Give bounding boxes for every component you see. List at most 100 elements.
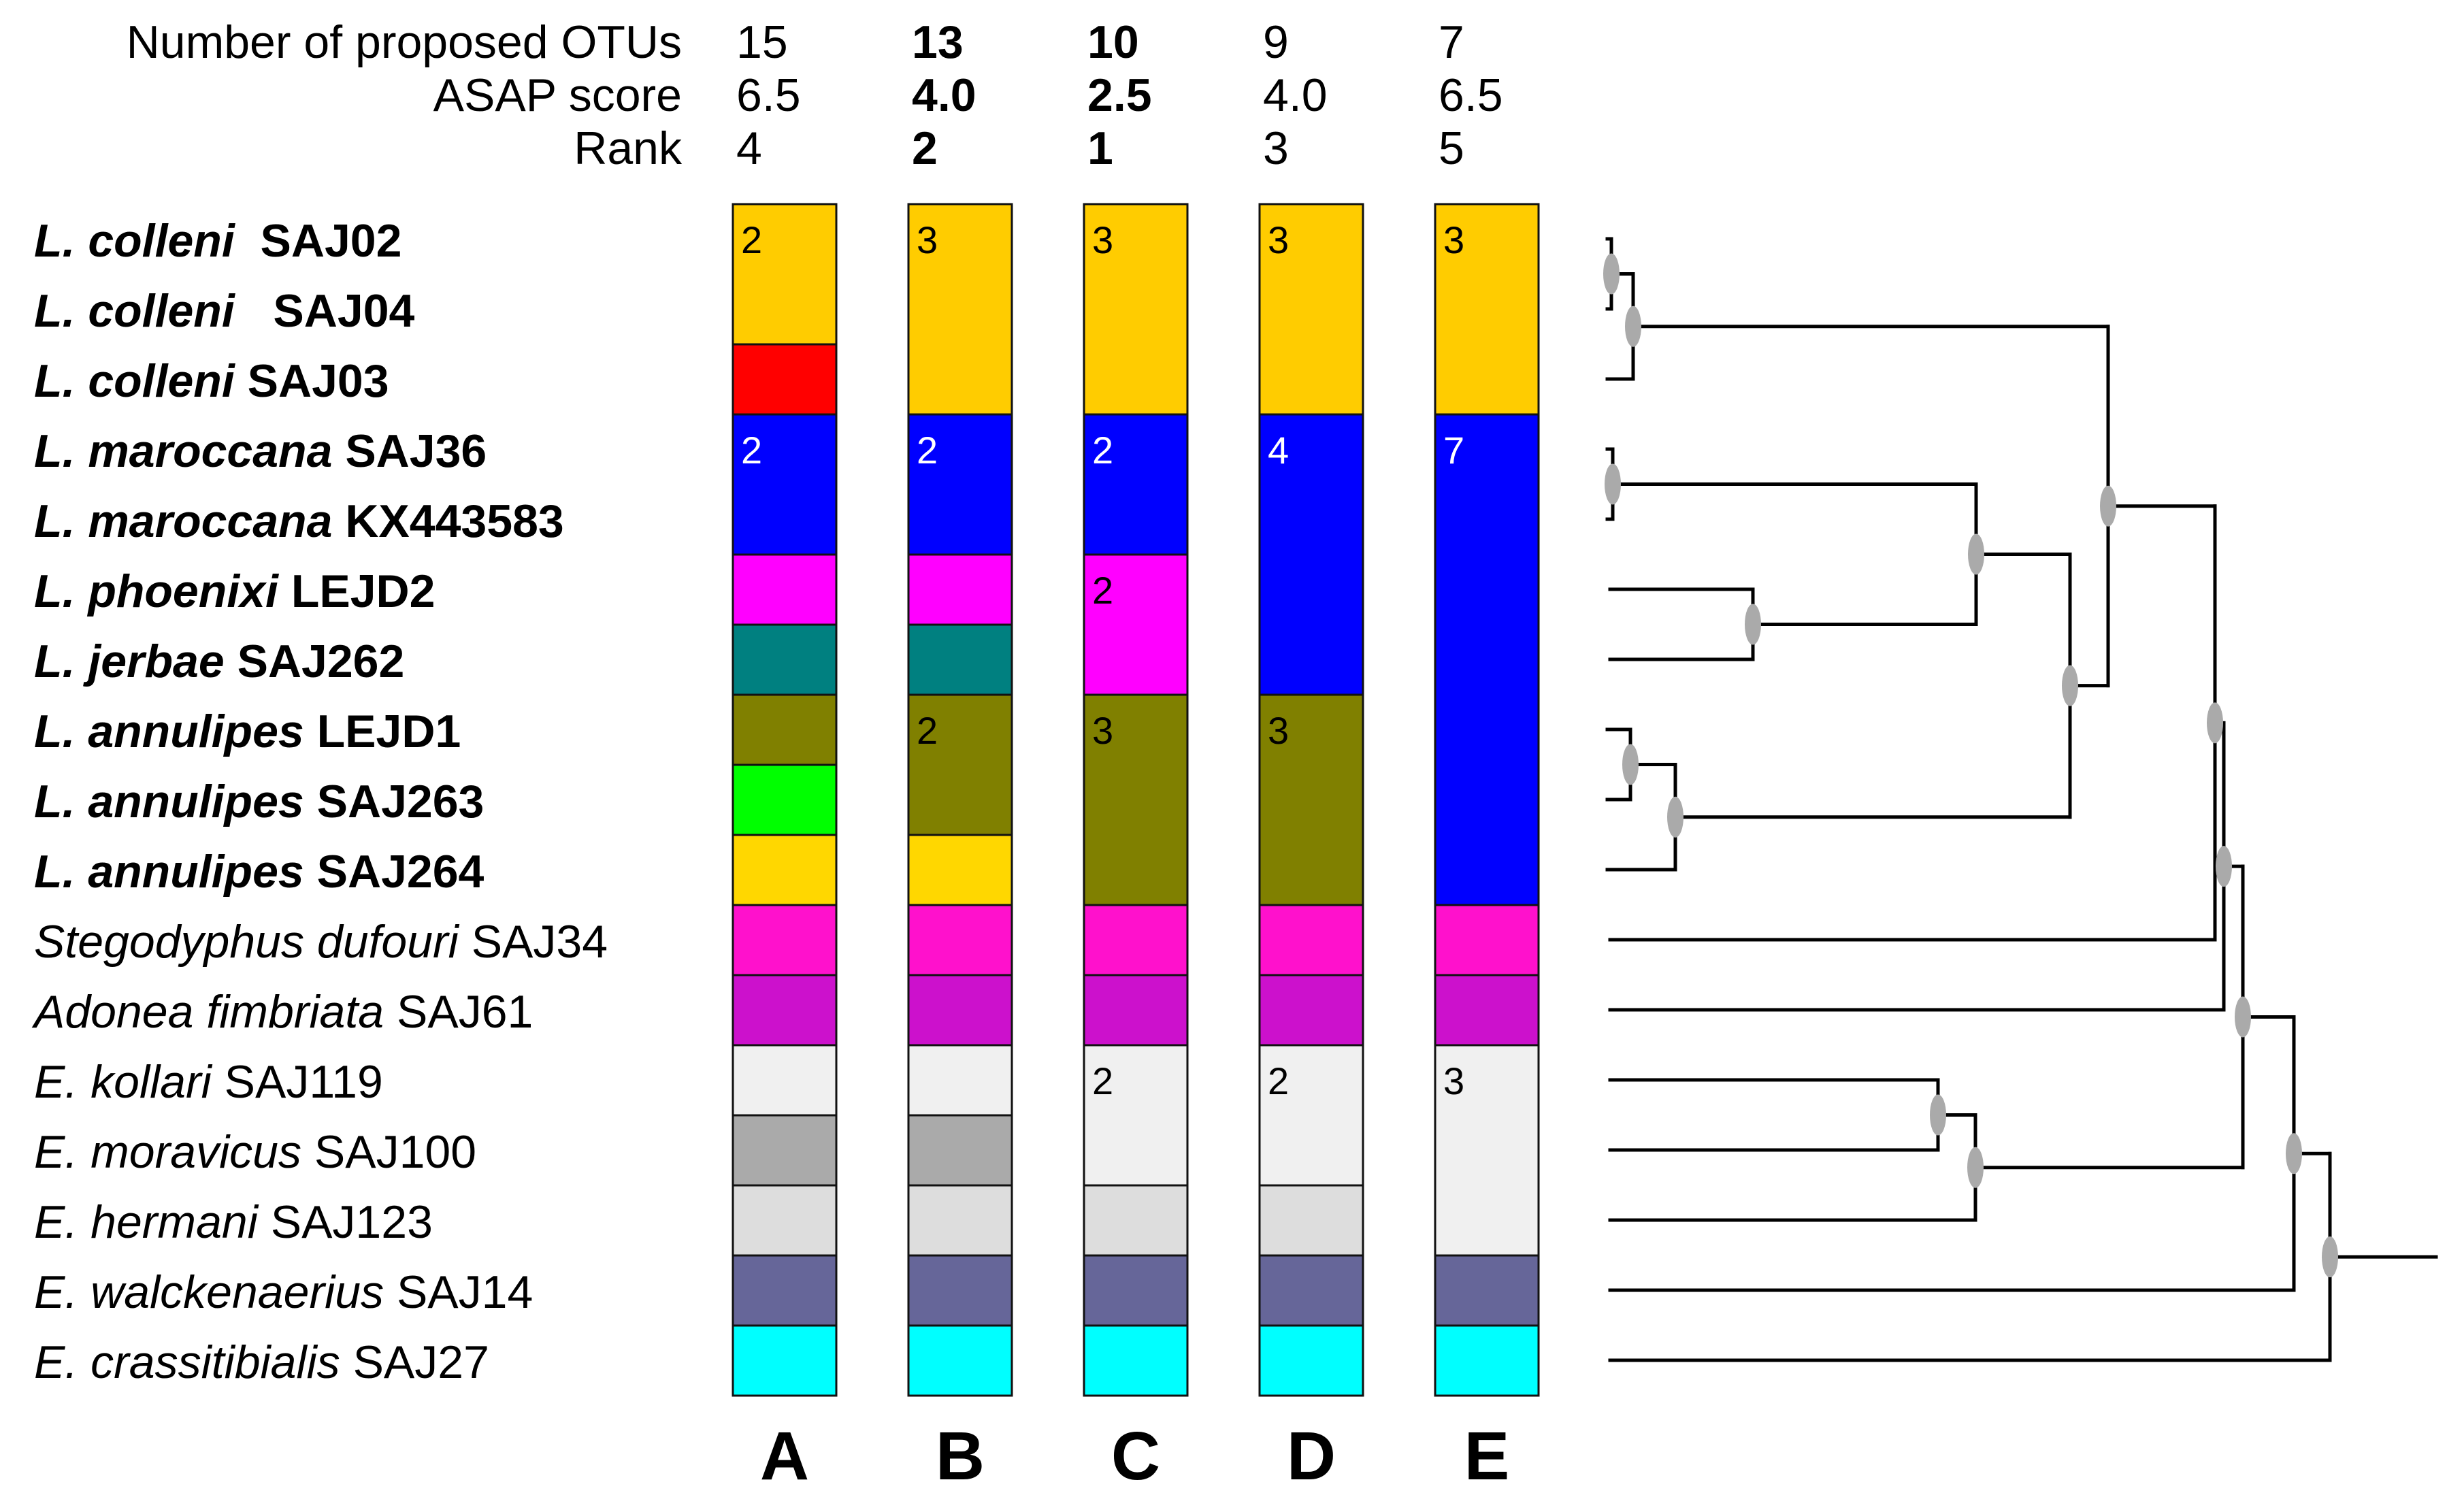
otu-group-cell — [907, 413, 1013, 556]
otu-group-cell — [907, 904, 1013, 976]
otu-count-label: 2 — [1268, 1059, 1289, 1102]
tree-node-marker — [1745, 604, 1761, 645]
asap-score-value-c: 2.5 — [1087, 69, 1152, 121]
column-letter-a: A — [759, 1418, 810, 1494]
otu-group-cell — [907, 1184, 1013, 1257]
header-label-otus: Number of proposed OTUs — [126, 16, 682, 68]
species-label: E. walckenaerius SAJ14 — [34, 1266, 533, 1318]
tree-node-marker — [2286, 1133, 2302, 1174]
otu-group-cell — [1258, 203, 1364, 416]
otu-group-cell — [1083, 203, 1189, 416]
otu-group-cell — [907, 1324, 1013, 1397]
otu-group-cell — [1258, 413, 1364, 696]
otu-count-label: 2 — [741, 429, 762, 472]
otu-group-cell — [1083, 693, 1189, 906]
otu-count-label: 2 — [1092, 429, 1113, 472]
species-label: L. jerbae SAJ262 — [34, 636, 405, 687]
column-letter-b: B — [935, 1418, 985, 1494]
asap-score-value-a: 6.5 — [736, 69, 801, 121]
species-label: L. colleni SAJ04 — [34, 285, 415, 337]
otu-group-cell — [1083, 1254, 1189, 1327]
column-letter-c: C — [1111, 1418, 1161, 1494]
otu-group-cell — [1434, 904, 1540, 976]
otus-value-b: 13 — [912, 16, 964, 68]
species-label: L. phoenixi LEJD2 — [34, 565, 436, 617]
otu-group-cell — [732, 974, 838, 1047]
otu-group-cell — [907, 974, 1013, 1047]
asap-score-value-b: 4.0 — [912, 69, 976, 121]
species-label: L. annulipes LEJD1 — [34, 706, 461, 757]
species-label: L. colleni SAJ03 — [34, 355, 389, 407]
otus-value-a: 15 — [736, 16, 788, 68]
otu-group-cell — [1083, 1324, 1189, 1397]
otu-group-cell — [732, 1044, 838, 1117]
otu-group-cell — [1434, 1044, 1540, 1257]
otu-group-cell — [732, 763, 838, 836]
otu-group-cell — [732, 1184, 838, 1257]
asap-score-value-e: 6.5 — [1439, 69, 1503, 121]
column-letter-e: E — [1464, 1418, 1510, 1494]
otu-count-label: 7 — [1443, 429, 1464, 472]
otu-group-cell — [1258, 693, 1364, 906]
species-label: L. maroccana KX443583 — [34, 495, 564, 547]
otu-group-cell — [1434, 1254, 1540, 1327]
otu-group-cell — [1258, 1044, 1364, 1187]
species-label: E. kollari SAJ119 — [34, 1056, 383, 1108]
otu-group-cell — [732, 553, 838, 626]
otu-group-cell — [732, 1254, 838, 1327]
rank-value-e: 5 — [1439, 122, 1464, 174]
rank-value-a: 4 — [736, 122, 762, 174]
otus-value-d: 9 — [1263, 16, 1289, 68]
otu-group-cell — [732, 834, 838, 906]
otu-group-cell — [732, 693, 838, 766]
species-label: E. hermani SAJ123 — [34, 1196, 433, 1248]
species-label: Stegodyphus dufouri SAJ34 — [34, 916, 608, 968]
otu-count-label: 3 — [1443, 1059, 1464, 1102]
otu-group-cell — [1434, 1324, 1540, 1397]
otu-group-cell — [907, 1114, 1013, 1187]
species-label: L. colleni SAJ02 — [34, 215, 402, 267]
otu-group-cell — [1083, 413, 1189, 556]
tree-node-marker — [2100, 485, 2116, 527]
otu-count-label: 2 — [917, 429, 938, 472]
otu-group-cell — [1083, 904, 1189, 976]
tree-node-marker — [1968, 533, 1984, 575]
otu-group-cell — [732, 904, 838, 976]
otu-group-cell — [1434, 974, 1540, 1047]
tree-node-marker — [1930, 1094, 1946, 1136]
tree-node-marker — [1605, 463, 1621, 505]
otu-group-cell — [1258, 1324, 1364, 1397]
species-label: L. maroccana SAJ36 — [34, 425, 487, 477]
column-letter-d: D — [1286, 1418, 1336, 1494]
otu-group-cell — [1083, 1184, 1189, 1257]
otu-count-label: 4 — [1268, 429, 1289, 472]
otu-group-cell — [907, 623, 1013, 696]
otu-group-cell — [907, 553, 1013, 626]
otu-group-cell — [907, 1254, 1013, 1327]
otu-group-cell — [907, 834, 1013, 906]
tree-node-marker — [2216, 846, 2232, 887]
otu-group-cell — [1083, 1044, 1189, 1187]
otu-group-cell — [1258, 974, 1364, 1047]
otus-value-c: 10 — [1087, 16, 1139, 68]
species-label: L. annulipes SAJ264 — [34, 846, 485, 898]
otu-group-cell — [1434, 413, 1540, 906]
otu-count-label: 3 — [1268, 709, 1289, 752]
header-label-asap-score: ASAP score — [433, 69, 682, 121]
tree-node-marker — [1667, 796, 1684, 838]
otu-group-cell — [1083, 553, 1189, 696]
otu-group-cell — [732, 1324, 838, 1397]
otu-group-cell — [732, 343, 838, 416]
otu-count-label: 3 — [1092, 218, 1113, 261]
otu-group-cell — [1258, 904, 1364, 976]
rank-value-d: 3 — [1263, 122, 1289, 174]
otu-group-cell — [732, 623, 838, 696]
otu-count-label: 3 — [917, 218, 938, 261]
tree-node-marker — [2207, 702, 2223, 744]
otus-value-e: 7 — [1439, 16, 1464, 68]
otu-group-cell — [1258, 1184, 1364, 1257]
rank-value-b: 2 — [912, 122, 938, 174]
otu-group-cell — [1434, 203, 1540, 416]
